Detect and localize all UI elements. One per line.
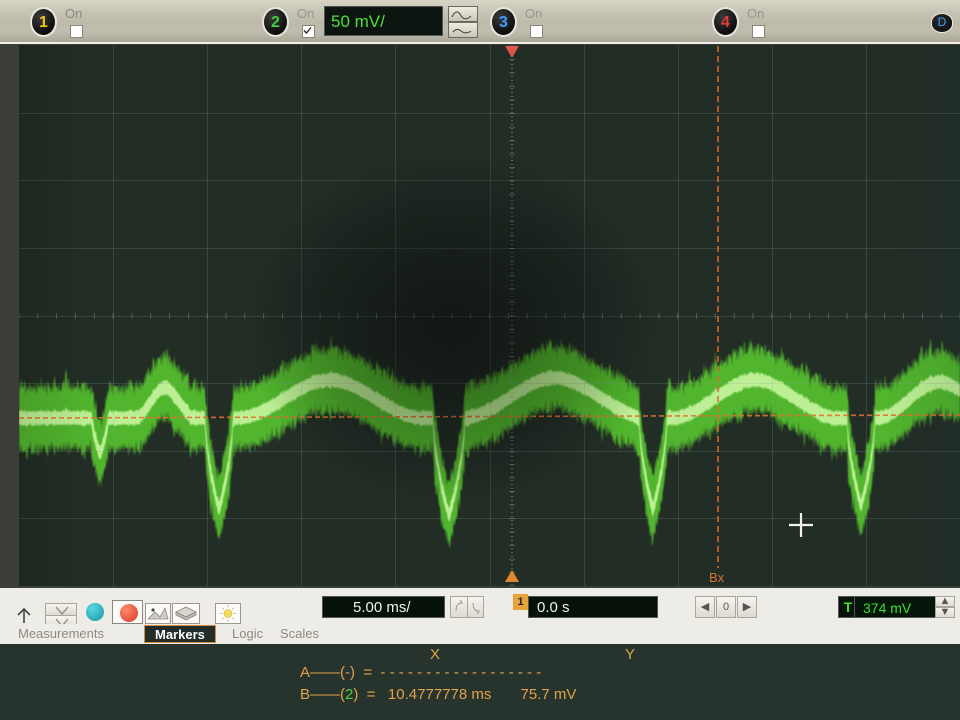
svg-text:Bx: Bx <box>709 570 725 585</box>
